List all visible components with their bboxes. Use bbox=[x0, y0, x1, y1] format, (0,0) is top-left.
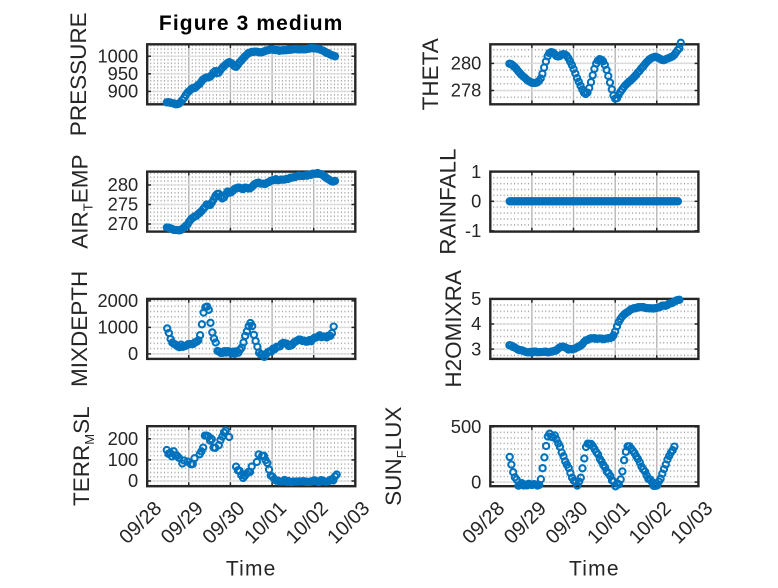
svg-text:0: 0 bbox=[128, 470, 138, 491]
svg-text:3: 3 bbox=[471, 338, 481, 359]
svg-text:2000: 2000 bbox=[98, 290, 139, 311]
svg-text:280: 280 bbox=[451, 53, 482, 74]
svg-text:1000: 1000 bbox=[98, 317, 139, 338]
svg-text:-1: -1 bbox=[465, 220, 481, 241]
svg-text:950: 950 bbox=[108, 63, 139, 84]
svg-text:TERRM​SL: TERRM​SL bbox=[69, 406, 97, 506]
svg-text:0: 0 bbox=[471, 471, 481, 492]
svg-text:5: 5 bbox=[471, 288, 481, 309]
svg-text:100: 100 bbox=[108, 449, 139, 470]
svg-text:1000: 1000 bbox=[98, 45, 139, 66]
svg-text:280: 280 bbox=[108, 174, 139, 195]
svg-text:275: 275 bbox=[108, 194, 139, 215]
svg-text:270: 270 bbox=[108, 213, 139, 234]
svg-text:900: 900 bbox=[108, 81, 139, 102]
svg-text:0: 0 bbox=[128, 343, 138, 364]
svg-text:4: 4 bbox=[471, 313, 481, 334]
svg-text:0: 0 bbox=[471, 191, 481, 212]
svg-text:278: 278 bbox=[451, 80, 482, 101]
svg-text:Figure 3 medium: Figure 3 medium bbox=[159, 12, 344, 35]
svg-text:Time: Time bbox=[569, 558, 620, 581]
svg-text:500: 500 bbox=[451, 416, 482, 437]
svg-text:RAINFALL: RAINFALL bbox=[436, 148, 461, 254]
svg-text:200: 200 bbox=[108, 428, 139, 449]
svg-text:1: 1 bbox=[471, 161, 481, 182]
svg-text:H2OMIXRA: H2OMIXRA bbox=[441, 270, 466, 388]
svg-text:THETA: THETA bbox=[418, 38, 443, 110]
svg-text:Time: Time bbox=[226, 558, 277, 581]
svg-text:MIXDEPTH: MIXDEPTH bbox=[67, 271, 92, 387]
svg-text:AIRT​EMP: AIRT​EMP bbox=[68, 154, 96, 248]
svg-text:PRESSURE: PRESSURE bbox=[66, 12, 91, 136]
